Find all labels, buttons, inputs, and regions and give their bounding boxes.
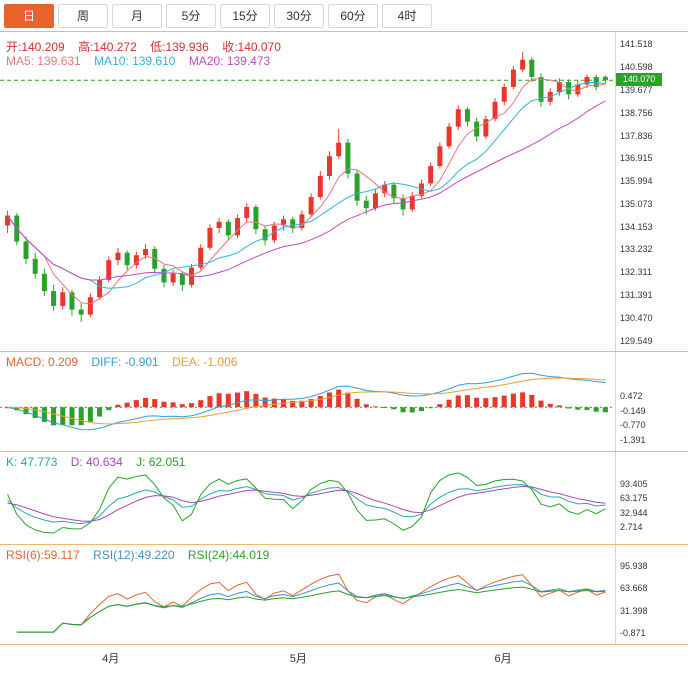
current-price-badge: 140.070 [616, 73, 662, 87]
kdj-axis: 93.405 63.175 32.944 2.714 [615, 452, 688, 544]
axis-tick: 63.175 [620, 493, 648, 504]
dea-value: DEA: -1.006 [172, 355, 238, 369]
ma10-value: MA10: 139.610 [94, 54, 176, 68]
timeframe-button-month[interactable]: 月 [112, 3, 162, 28]
axis-tick: 130.470 [620, 312, 653, 323]
kdj-plot[interactable] [0, 452, 615, 544]
axis-tick: 129.549 [620, 335, 653, 346]
axis-tick: 134.153 [620, 221, 653, 232]
rsi24-value: RSI(24):44.019 [187, 548, 270, 562]
x-axis-label: 5月 [289, 653, 307, 665]
axis-tick: 0.472 [620, 391, 643, 402]
low-value: 低:139.936 [150, 40, 209, 54]
axis-tick: -0.770 [620, 420, 646, 431]
axis-tick: 139.677 [620, 84, 653, 95]
rsi-axis: 95.938 63.668 31.398 -0.871 [615, 545, 688, 644]
x-axis-label: 4月 [102, 653, 120, 665]
axis-tick: -0.149 [620, 405, 646, 416]
price-chart-panel: 开:140.209 高:140.272 低:139.936 收:140.070 … [0, 32, 688, 352]
axis-tick: 141.518 [620, 39, 653, 50]
rsi-panel: RSI(6):59.117 RSI(12):49.220 RSI(24):44.… [0, 545, 688, 645]
axis-tick: 138.756 [620, 107, 653, 118]
timeframe-button-week[interactable]: 周 [58, 3, 108, 28]
ohlc-readout: 开:140.209 高:140.272 低:139.936 收:140.070 [6, 38, 291, 55]
rsi-plot[interactable] [0, 545, 615, 644]
ma5-value: MA5: 139.631 [6, 54, 81, 68]
axis-tick: 137.836 [620, 130, 653, 141]
timeframe-button-15min[interactable]: 15分 [220, 3, 270, 28]
d-value: D: 40.634 [70, 455, 123, 469]
ma-readout: MA5: 139.631 MA10: 139.610 MA20: 139.473 [6, 54, 280, 68]
close-value: 收:140.070 [222, 40, 281, 54]
j-value: J: 62.051 [136, 455, 186, 469]
x-axis-label: 6月 [494, 653, 512, 665]
timeframe-button-5min[interactable]: 5分 [166, 3, 216, 28]
time-axis: 4月 5月 6月 [0, 645, 688, 676]
axis-tick: 93.405 [620, 479, 648, 490]
axis-tick: 2.714 [620, 522, 643, 533]
timeframe-button-60min[interactable]: 60分 [328, 3, 378, 28]
candlestick-plot[interactable] [0, 32, 615, 351]
timeframe-button-4hour[interactable]: 4时 [382, 3, 432, 28]
rsi6-value: RSI(6):59.117 [6, 548, 80, 562]
timeframe-toolbar: 日周月 5分 15分 30分 60分 4时 [0, 0, 688, 32]
axis-tick: 140.598 [620, 62, 653, 73]
axis-tick: 95.938 [620, 561, 648, 572]
axis-tick: 135.073 [620, 198, 653, 209]
macd-plot[interactable] [0, 352, 615, 451]
kdj-panel: K: 47.773 D: 40.634 J: 62.051 93.405 63.1… [0, 452, 688, 545]
axis-tick: 132.311 [620, 267, 652, 278]
axis-tick: 133.232 [620, 244, 653, 255]
axis-tick: -0.871 [620, 627, 646, 638]
price-axis: 140.070 141.518 140.598 139.677 138.756 137.… [615, 32, 688, 351]
high-value: 高:140.272 [78, 40, 137, 54]
open-value: 开:140.209 [6, 40, 65, 54]
axis-tick: -1.391 [620, 434, 646, 445]
macd-value: MACD: 0.209 [6, 355, 79, 369]
macd-panel: MACD: 0.209 DIFF: -0.901 DEA: -1.006 0.4… [0, 352, 688, 452]
axis-tick: 135.994 [620, 176, 653, 187]
macd-readout: MACD: 0.209 DIFF: -0.901 DEA: -1.006 [6, 355, 247, 369]
axis-tick: 31.398 [620, 605, 648, 616]
rsi-readout: RSI(6):59.117 RSI(12):49.220 RSI(24):44.… [6, 548, 279, 562]
k-value: K: 47.773 [6, 455, 58, 469]
axis-tick: 136.915 [620, 153, 653, 164]
timeframe-button-30min[interactable]: 30分 [274, 3, 324, 28]
timeframe-button-day[interactable]: 日 [4, 3, 54, 28]
axis-tick: 63.668 [620, 583, 648, 594]
axis-tick: 131.391 [620, 289, 653, 300]
ma20-value: MA20: 139.473 [188, 54, 271, 68]
axis-tick: 32.944 [620, 507, 648, 518]
kdj-readout: K: 47.773 D: 40.634 J: 62.051 [6, 455, 195, 469]
macd-axis: 0.472 -0.149 -0.770 -1.391 [615, 352, 688, 451]
rsi12-value: RSI(12):49.220 [93, 548, 175, 562]
diff-value: DIFF: -0.901 [91, 355, 159, 369]
